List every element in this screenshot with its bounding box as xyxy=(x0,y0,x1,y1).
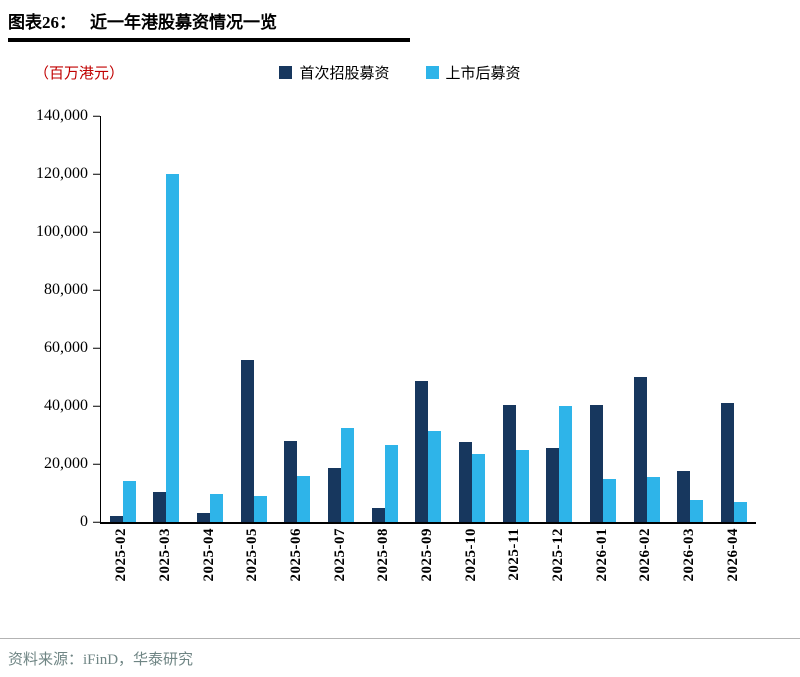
x-axis-label: 2026-04 xyxy=(724,528,741,582)
bar-首次招股募资 xyxy=(546,448,560,522)
bar-上市后募资 xyxy=(646,477,660,522)
bar-chart: 0 20,000 40,000 60,000 80,000 100,000 120,000 1… xyxy=(0,108,800,626)
bar-group xyxy=(633,116,660,522)
bar-首次招股募资 xyxy=(459,442,473,522)
y-tick-mark xyxy=(93,347,100,349)
bar-首次招股募资 xyxy=(415,381,429,522)
y-tick-mark xyxy=(93,463,100,465)
bar-首次招股募资 xyxy=(502,404,516,522)
bar-group xyxy=(415,116,442,522)
x-axis-labels: 2025-02 2025-03 2025-04 2025-05 2025-06 2025-… xyxy=(100,528,755,624)
y-tick-mark xyxy=(93,115,100,117)
bar-上市后募资 xyxy=(210,494,224,522)
bar-group xyxy=(546,116,573,522)
x-axis-label: 2025-11 xyxy=(506,528,523,581)
legend-band: （百万港元） 首次招股募资 上市后募资 xyxy=(0,60,800,84)
x-axis-label: 2026-02 xyxy=(637,528,654,582)
bar-首次招股募资 xyxy=(197,513,211,522)
y-tick-mark xyxy=(93,231,100,233)
chart-title-prefix: 图表26： xyxy=(8,13,76,32)
x-axis-label: 2025-09 xyxy=(418,528,435,582)
bar-group xyxy=(502,116,529,522)
y-tick-label: 140,000 xyxy=(36,107,88,124)
bar-上市后募资 xyxy=(734,501,748,522)
bar-上市后募资 xyxy=(122,481,136,522)
bar-上市后募资 xyxy=(166,174,180,522)
x-axis-label: 2026-03 xyxy=(680,528,697,582)
plot-area xyxy=(93,115,756,524)
chart-title-text: 近一年港股募资情况一览 xyxy=(90,13,277,32)
bar-首次招股募资 xyxy=(109,516,123,522)
x-axis-label: 2025-07 xyxy=(331,528,348,582)
bar-上市后募资 xyxy=(603,478,617,522)
x-axis-label: 2025-02 xyxy=(113,528,130,582)
source-row: 资料来源：iFinD，华泰研究 xyxy=(0,638,800,669)
y-tick-mark xyxy=(93,289,100,291)
bar-首次招股募资 xyxy=(633,377,647,522)
chart-header: 图表26： 近一年港股募资情况一览 xyxy=(0,0,800,42)
legend-swatch xyxy=(279,65,293,79)
y-axis-unit-label: （百万港元） xyxy=(34,66,125,82)
bar-上市后募资 xyxy=(297,475,311,522)
bar-group xyxy=(328,116,355,522)
legend-item-post-listing: 上市后募资 xyxy=(425,62,521,83)
y-tick-mark xyxy=(93,405,100,407)
bar-上市后募资 xyxy=(559,406,573,522)
source-prefix: 资料来源： xyxy=(8,652,84,668)
x-axis-label: 2025-05 xyxy=(244,528,261,582)
x-axis-label: 2025-06 xyxy=(287,528,304,582)
title-underline-rule xyxy=(8,38,410,42)
bar-group xyxy=(197,116,224,522)
bar-首次招股募资 xyxy=(240,359,254,522)
x-axis-label: 2025-12 xyxy=(549,528,566,582)
bar-group xyxy=(153,116,180,522)
bar-group xyxy=(590,116,617,522)
chart-title: 图表26： 近一年港股募资情况一览 xyxy=(8,8,800,33)
bar-group xyxy=(284,116,311,522)
bar-首次招股募资 xyxy=(284,440,298,522)
bar-group xyxy=(371,116,398,522)
x-axis-label: 2025-03 xyxy=(156,528,173,582)
bar-group xyxy=(721,116,748,522)
x-axis-label: 2025-08 xyxy=(375,528,392,582)
y-tick-label: 0 xyxy=(80,513,88,530)
bar-group xyxy=(677,116,704,522)
y-tick-label: 60,000 xyxy=(44,339,88,356)
bar-group xyxy=(240,116,267,522)
chart-legend: 首次招股募资 上市后募资 xyxy=(0,60,800,84)
bar-上市后募资 xyxy=(472,453,486,522)
bar-上市后募资 xyxy=(515,449,529,522)
bar-上市后募资 xyxy=(341,427,355,522)
y-tick-label: 80,000 xyxy=(44,281,88,298)
bar-上市后募资 xyxy=(253,495,267,522)
y-axis-labels: 0 20,000 40,000 60,000 80,000 100,000 120,000 1… xyxy=(0,108,88,530)
x-axis-label: 2025-04 xyxy=(200,528,217,582)
bar-上市后募资 xyxy=(690,500,704,522)
bar-首次招股募资 xyxy=(371,507,385,522)
bar-上市后募资 xyxy=(428,430,442,522)
y-tick-label: 120,000 xyxy=(36,165,88,182)
legend-item-ipo: 首次招股募资 xyxy=(279,62,390,83)
bar-上市后募资 xyxy=(384,445,398,522)
bar-首次招股募资 xyxy=(153,491,167,522)
source-text: iFinD，华泰研究 xyxy=(83,652,194,668)
x-axis-label: 2026-01 xyxy=(593,528,610,582)
bar-首次招股募资 xyxy=(721,403,735,522)
legend-label: 首次招股募资 xyxy=(299,65,390,82)
bar-group xyxy=(109,116,136,522)
legend-swatch xyxy=(425,65,439,79)
x-axis-label: 2025-10 xyxy=(462,528,479,582)
bar-group xyxy=(459,116,486,522)
y-tick-label: 40,000 xyxy=(44,397,88,414)
bar-首次招股募资 xyxy=(328,468,342,522)
bar-首次招股募资 xyxy=(590,404,604,522)
y-tick-label: 20,000 xyxy=(44,455,88,472)
y-tick-mark xyxy=(93,173,100,175)
y-tick-mark xyxy=(93,521,100,523)
legend-label: 上市后募资 xyxy=(445,65,521,82)
bar-首次招股募资 xyxy=(677,471,691,522)
y-tick-label: 100,000 xyxy=(36,223,88,240)
